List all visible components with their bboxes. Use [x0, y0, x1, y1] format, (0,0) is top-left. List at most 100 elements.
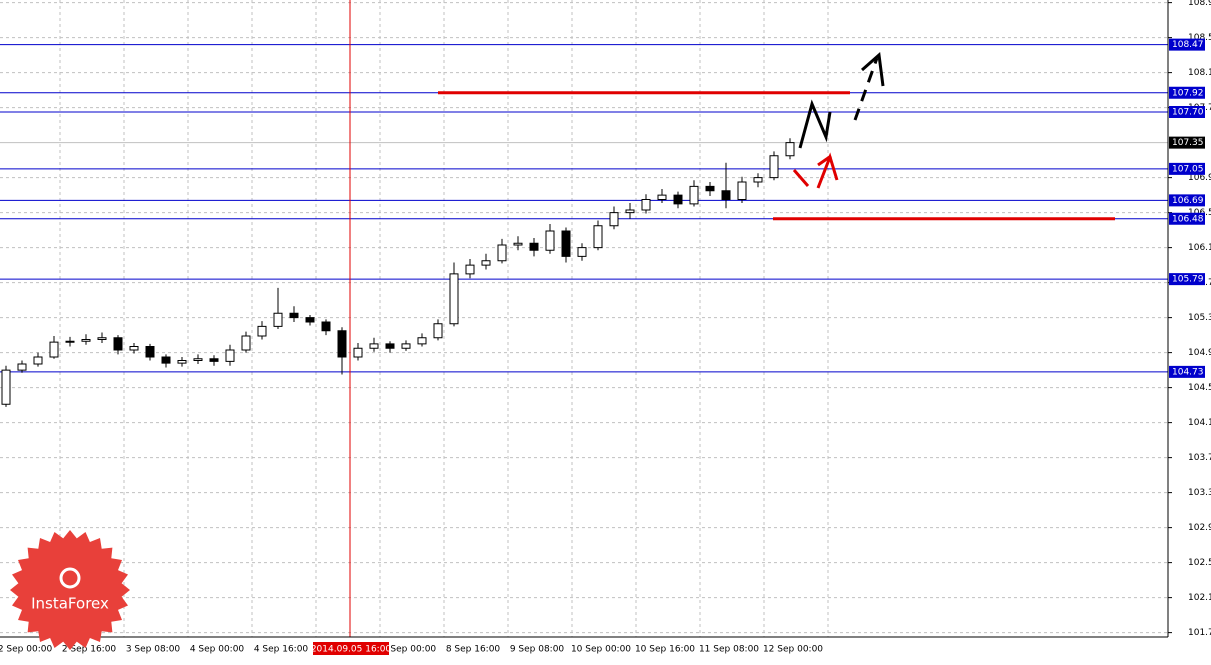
candle-body [529, 242, 539, 251]
x-tick-label: 10 Sep 00:00 [571, 645, 631, 655]
y-tick-label: 102.15 [1188, 593, 1211, 603]
y-tick-label: 108.15 [1188, 68, 1211, 78]
candle-body [81, 339, 91, 342]
candle-body [545, 230, 555, 251]
black-arrowhead [861, 52, 885, 87]
candle-body [289, 312, 299, 319]
level-label: 108.47 [1172, 40, 1204, 50]
y-tick-label: 108.95 [1188, 0, 1211, 8]
level-label: 106.48 [1172, 214, 1204, 224]
logo: InstaForex [10, 530, 130, 650]
candle-body [257, 325, 267, 337]
red-arrow [792, 169, 810, 187]
logo-seal [10, 530, 130, 650]
x-tick-label: 11 Sep 08:00 [699, 645, 759, 655]
level-label: 107.05 [1172, 164, 1204, 174]
candle-body [753, 177, 763, 183]
candle-body [97, 337, 107, 340]
candle-body [785, 142, 795, 157]
x-tick-label: 12 Sep 00:00 [763, 645, 823, 655]
candle-body [145, 346, 155, 358]
candle-body [417, 337, 427, 345]
candle-body [49, 341, 59, 358]
candle-body [481, 260, 491, 266]
black-arrow [798, 99, 832, 149]
level-label-box [1169, 162, 1205, 175]
black-dashed-arrow [853, 57, 879, 121]
candle-body [497, 244, 507, 262]
cursor-label: 2014.09.05 16:00 [311, 645, 392, 655]
candle-body [305, 317, 315, 323]
candle-body [161, 356, 171, 364]
x-tick-label: 4 Sep 16:00 [254, 645, 309, 655]
candle-body [353, 347, 363, 358]
candle-body [593, 225, 603, 249]
y-tick-label: 101.75 [1188, 628, 1211, 638]
level-label: 107.70 [1172, 108, 1204, 118]
candle-body [577, 247, 587, 257]
forecast-arrows [792, 52, 885, 189]
level-label-box [1169, 273, 1205, 286]
level-label: 107.92 [1172, 88, 1204, 98]
x-tick-label: 8 Sep 16:00 [446, 645, 501, 655]
candle-body [241, 335, 251, 351]
y-tick-label: 108.55 [1188, 33, 1211, 43]
candle-body [433, 323, 443, 339]
y-tick-label: 106.95 [1188, 173, 1211, 183]
level-label: 105.79 [1172, 275, 1204, 285]
candle-body [1, 369, 11, 405]
grid [0, 0, 1168, 637]
candle-body [625, 209, 635, 214]
red-arrowhead [817, 154, 832, 167]
candle-body [337, 330, 347, 358]
candle-body [657, 194, 667, 200]
y-tick-label: 103.35 [1188, 488, 1211, 498]
x-tick-label: 8 Sep 00:00 [382, 645, 437, 655]
y-tick-label: 103.75 [1188, 453, 1211, 463]
plot [0, 0, 1168, 637]
level-label-box [1169, 212, 1205, 225]
candle-body [641, 199, 651, 211]
level-label-box [1169, 106, 1205, 118]
y-tick-label: 104.95 [1188, 348, 1211, 358]
logo-icon [59, 567, 81, 589]
cursor-label-box [313, 642, 389, 655]
candle-body [737, 181, 747, 200]
candle-body [177, 360, 187, 364]
level-label: 104.73 [1172, 367, 1204, 377]
y-tick-label: 102.95 [1188, 523, 1211, 533]
level-label-box [1169, 38, 1205, 51]
candle-body [321, 321, 331, 332]
y-tick-label: 104.15 [1188, 418, 1211, 428]
level-label-box [1169, 86, 1205, 99]
candle-body [513, 242, 523, 246]
candle-body [273, 312, 283, 327]
y-tick-label: 104.55 [1188, 383, 1211, 393]
candle-body [33, 356, 43, 365]
logo-text: InstaForex [31, 595, 109, 613]
candle-body [129, 346, 139, 351]
candle-body [225, 349, 235, 362]
y-tick-label: 105.35 [1188, 313, 1211, 323]
current-price-box [1169, 136, 1205, 149]
candle-body [561, 230, 571, 257]
candle-body [193, 358, 203, 361]
candle-body [465, 264, 475, 275]
x-tick-label: 2 Sep 00:00 [0, 645, 52, 655]
candle-body [721, 190, 731, 200]
x-tick-label: 9 Sep 08:00 [510, 645, 565, 655]
candle-body [401, 343, 411, 349]
level-label-box [1169, 194, 1205, 207]
level-label: 106.69 [1172, 196, 1204, 206]
candle-body [113, 337, 123, 351]
candle-body [369, 343, 379, 349]
candle-body [385, 343, 395, 349]
candle-body [449, 273, 459, 325]
x-tick-label: 10 Sep 16:00 [635, 645, 695, 655]
level-label-box [1169, 365, 1205, 378]
candle-body [673, 194, 683, 205]
candle-body [17, 363, 27, 371]
x-tick-label: 3 Sep 08:00 [126, 645, 181, 655]
